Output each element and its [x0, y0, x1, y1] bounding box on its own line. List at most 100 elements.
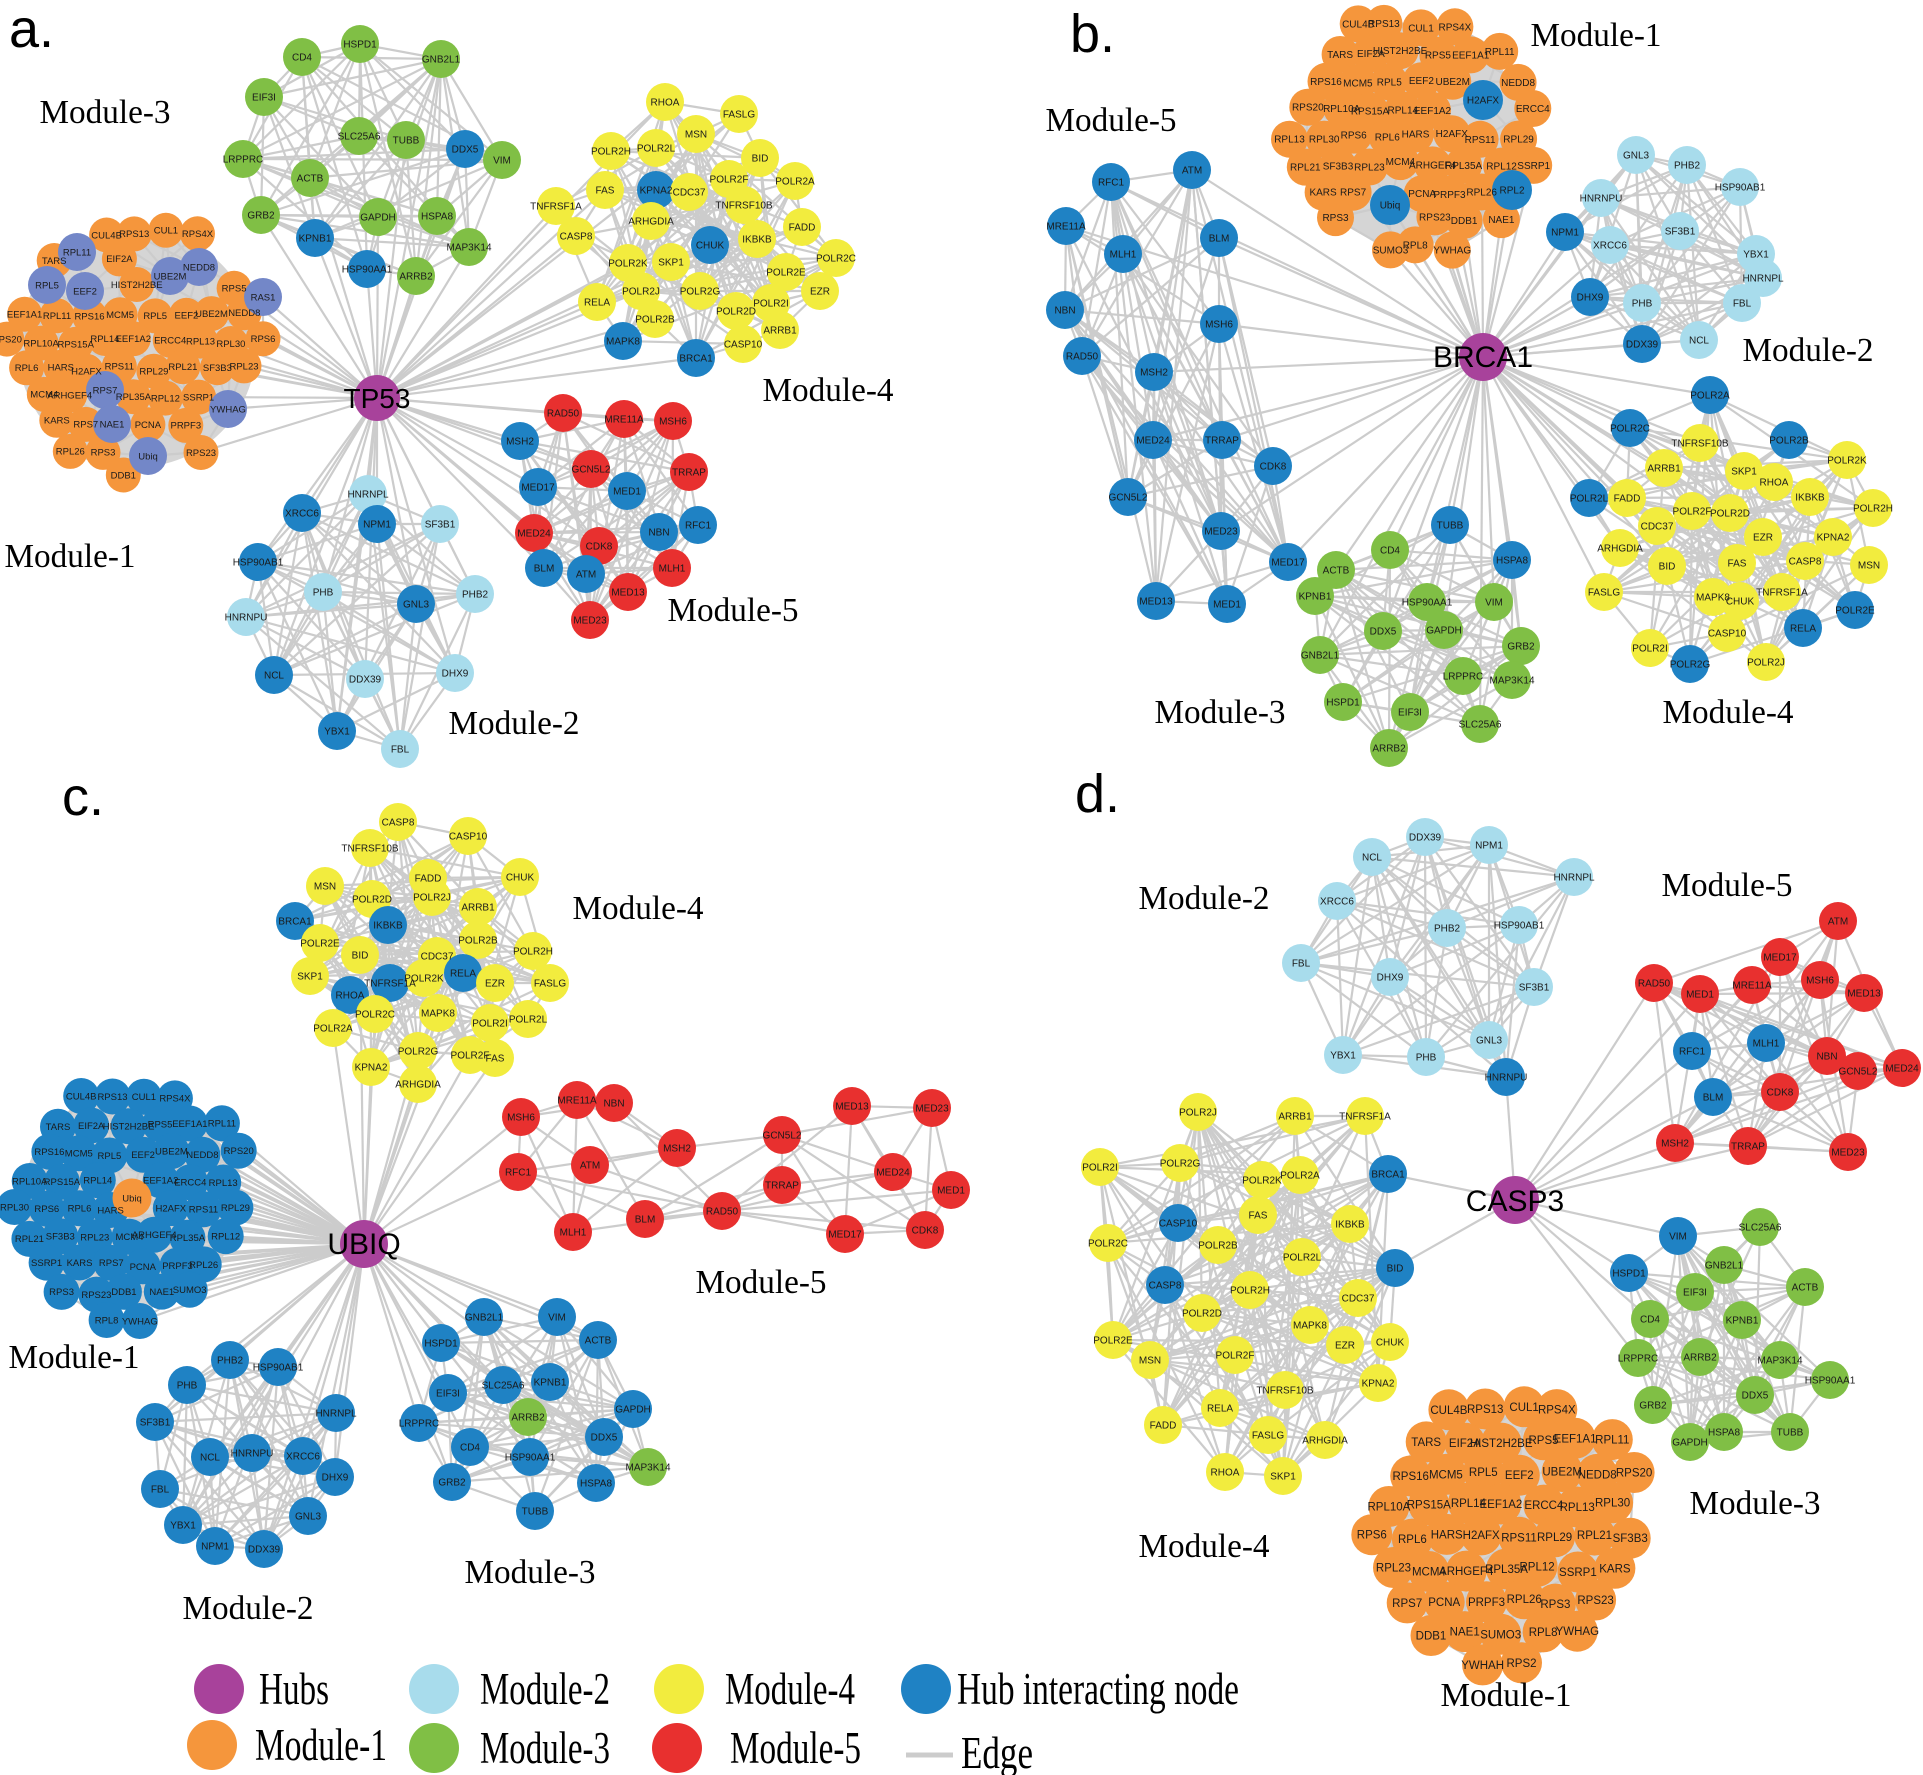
svg-text:MSH2: MSH2	[663, 1144, 691, 1155]
svg-text:RPS7: RPS7	[93, 385, 118, 396]
svg-text:MED1: MED1	[613, 487, 641, 498]
svg-text:Module-2: Module-2	[480, 1664, 610, 1714]
svg-text:VIM: VIM	[1485, 598, 1503, 609]
svg-text:LRPPRC: LRPPRC	[399, 1419, 440, 1430]
svg-text:POLR2A: POLR2A	[775, 177, 815, 188]
svg-text:RPS7: RPS7	[99, 1258, 124, 1269]
svg-text:PRPF3: PRPF3	[1433, 190, 1466, 201]
svg-text:RPS13: RPS13	[97, 1092, 127, 1103]
svg-text:RPL12: RPL12	[151, 393, 180, 404]
svg-text:POLR2L: POLR2L	[637, 144, 676, 155]
svg-text:GCN5L2: GCN5L2	[763, 1131, 802, 1142]
svg-text:SF3B3: SF3B3	[1613, 1533, 1648, 1545]
svg-text:RPL11: RPL11	[43, 311, 71, 322]
svg-text:POLR2I: POLR2I	[472, 1019, 508, 1030]
svg-text:CUL4B: CUL4B	[1342, 19, 1375, 30]
svg-text:BRCA1: BRCA1	[278, 917, 312, 928]
svg-text:KPNB1: KPNB1	[1726, 1316, 1759, 1327]
svg-text:SUMO3: SUMO3	[1480, 1629, 1521, 1641]
svg-text:EEF1A1: EEF1A1	[172, 1119, 207, 1130]
svg-text:RPL10A: RPL10A	[23, 338, 59, 349]
svg-text:MSN: MSN	[314, 882, 336, 893]
svg-text:RPL26: RPL26	[1507, 1594, 1542, 1606]
svg-text:SSRP1: SSRP1	[183, 392, 214, 403]
svg-text:NEDD8: NEDD8	[186, 1150, 218, 1161]
svg-text:POLR2F: POLR2F	[710, 175, 749, 186]
svg-text:Module-2: Module-2	[1743, 332, 1874, 369]
svg-text:TARS: TARS	[42, 256, 67, 267]
svg-text:NCL: NCL	[1689, 336, 1709, 347]
svg-text:MCM4: MCM4	[1412, 1567, 1446, 1579]
svg-text:RPL13: RPL13	[209, 1178, 238, 1189]
svg-text:RPS3: RPS3	[49, 1287, 74, 1298]
svg-text:HSP90AA1: HSP90AA1	[1805, 1376, 1856, 1387]
svg-text:c.: c.	[62, 767, 104, 827]
svg-text:MSN: MSN	[685, 130, 707, 141]
svg-text:BID: BID	[1659, 562, 1676, 573]
svg-text:FAS: FAS	[596, 186, 615, 197]
svg-text:NEDD8: NEDD8	[1578, 1470, 1617, 1482]
svg-text:MAPK8: MAPK8	[1293, 1321, 1327, 1332]
svg-text:RPS4X: RPS4X	[1439, 22, 1472, 33]
svg-text:PCNA: PCNA	[1428, 1597, 1460, 1609]
svg-text:PHB2: PHB2	[1434, 924, 1461, 935]
svg-text:MED17: MED17	[521, 483, 555, 494]
svg-text:POLR2H: POLR2H	[591, 147, 631, 158]
svg-text:FBL: FBL	[151, 1485, 170, 1496]
svg-text:Module-5: Module-5	[1662, 867, 1793, 904]
svg-text:RPL30: RPL30	[1309, 135, 1340, 146]
svg-text:RPS23: RPS23	[1577, 1595, 1613, 1607]
svg-text:CDK8: CDK8	[586, 542, 613, 553]
svg-text:CDC37: CDC37	[673, 188, 706, 199]
svg-text:CD4: CD4	[1640, 1315, 1660, 1326]
svg-text:EEF2: EEF2	[1409, 76, 1434, 87]
svg-text:Module-3: Module-3	[480, 1723, 610, 1773]
svg-text:EEF2: EEF2	[1505, 1470, 1534, 1482]
svg-text:RPS20: RPS20	[1292, 103, 1324, 114]
svg-text:a.: a.	[9, 0, 54, 59]
svg-text:CASP8: CASP8	[560, 232, 593, 243]
svg-text:VIM: VIM	[548, 1313, 566, 1324]
svg-text:ERCC4: ERCC4	[1516, 104, 1550, 115]
svg-text:MRE11A: MRE11A	[557, 1096, 597, 1107]
svg-text:CD4: CD4	[1380, 546, 1400, 557]
svg-text:POLR2F: POLR2F	[451, 1051, 490, 1062]
svg-text:MED24: MED24	[1885, 1064, 1919, 1075]
svg-text:GAPDH: GAPDH	[1426, 626, 1462, 637]
svg-text:CUL1: CUL1	[1408, 23, 1434, 34]
svg-text:RPL21: RPL21	[1290, 163, 1321, 174]
svg-text:MCM5: MCM5	[1429, 1470, 1463, 1482]
svg-text:EIF2A: EIF2A	[1449, 1438, 1481, 1450]
svg-text:SF3B3: SF3B3	[1323, 162, 1354, 173]
svg-text:RPS15A: RPS15A	[44, 1177, 81, 1188]
svg-text:CHUK: CHUK	[696, 241, 725, 252]
svg-text:RPL29: RPL29	[221, 1203, 250, 1214]
svg-text:DDX39: DDX39	[1626, 340, 1659, 351]
svg-text:TARS: TARS	[1411, 1437, 1441, 1449]
svg-text:SKP1: SKP1	[1270, 1472, 1296, 1483]
svg-text:UBIQ: UBIQ	[327, 1228, 400, 1261]
svg-text:EEF2: EEF2	[175, 311, 199, 322]
svg-text:IKBKB: IKBKB	[1335, 1220, 1365, 1231]
svg-text:NEDD8: NEDD8	[228, 308, 260, 319]
svg-text:HARS: HARS	[1431, 1529, 1463, 1541]
svg-text:SLC25A6: SLC25A6	[338, 132, 381, 143]
svg-text:Module-1: Module-1	[9, 1339, 140, 1376]
svg-text:RPS7: RPS7	[1392, 1598, 1422, 1610]
svg-text:RPS15A: RPS15A	[1351, 107, 1390, 118]
svg-text:HNRNPU: HNRNPU	[1580, 194, 1623, 205]
svg-text:RPS20: RPS20	[224, 1146, 254, 1157]
svg-text:TNFRSF10B: TNFRSF10B	[715, 201, 773, 212]
svg-text:CUL1: CUL1	[154, 226, 178, 237]
svg-text:CDK8: CDK8	[1767, 1088, 1794, 1099]
svg-text:ARHGEF4: ARHGEF4	[132, 1230, 177, 1241]
svg-text:HSPD1: HSPD1	[1612, 1269, 1646, 1280]
svg-text:YWHAG: YWHAG	[122, 1316, 158, 1327]
svg-text:MCM5: MCM5	[65, 1149, 93, 1160]
svg-text:ATM: ATM	[1182, 166, 1202, 177]
svg-text:POLR2J: POLR2J	[413, 893, 451, 904]
svg-text:FBL: FBL	[1292, 959, 1311, 970]
svg-text:SF3B1: SF3B1	[1665, 227, 1696, 238]
svg-text:GNL3: GNL3	[403, 600, 430, 611]
svg-text:DDB1: DDB1	[111, 470, 136, 481]
